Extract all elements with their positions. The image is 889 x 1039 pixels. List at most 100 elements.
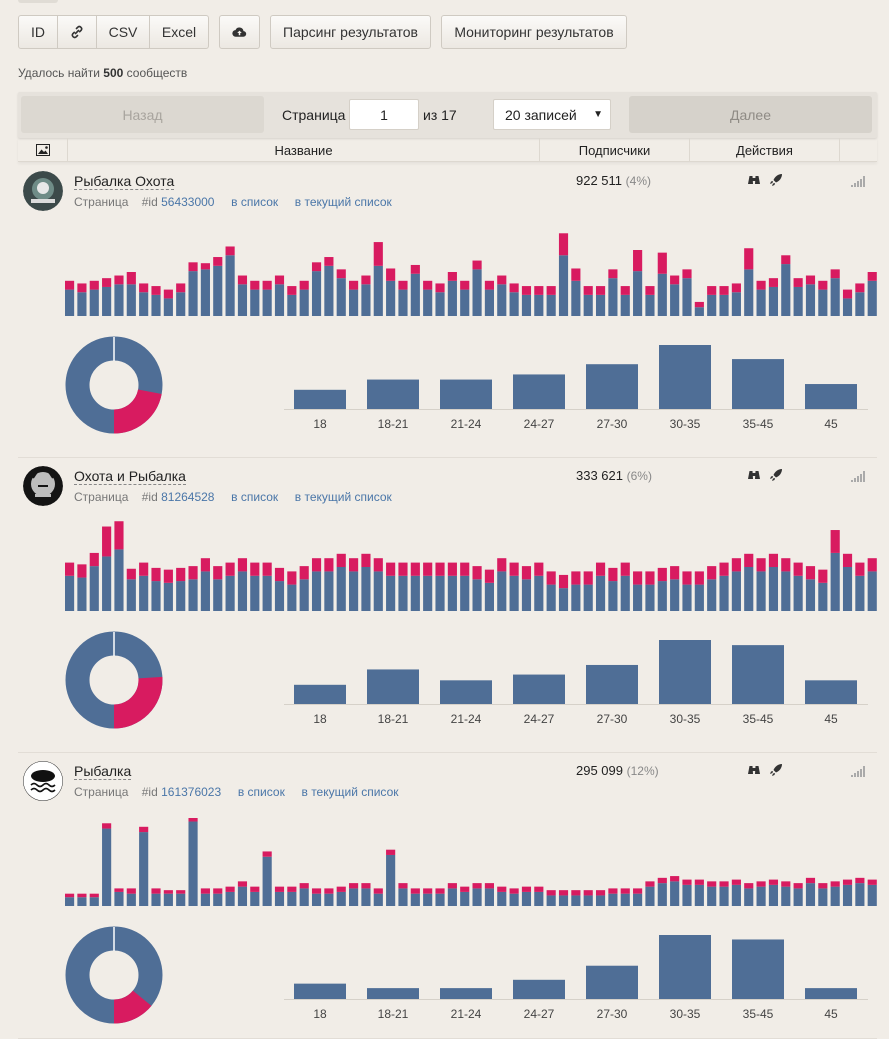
- gender-donut-chart: [64, 925, 164, 1028]
- activity-bar-pink: [361, 275, 371, 285]
- group-id-link[interactable]: 81264528: [161, 490, 215, 504]
- binoculars-icon[interactable]: [747, 468, 761, 482]
- age-tick-label: 21-24: [451, 1007, 482, 1021]
- activity-bar-blue: [645, 294, 655, 316]
- upload-button[interactable]: [219, 15, 260, 49]
- activity-bar-blue: [509, 292, 519, 316]
- group-meta: Страница #id 81264528 в список в текущий…: [74, 490, 392, 504]
- add-to-current-list-link[interactable]: в текущий список: [301, 785, 399, 799]
- group-name-link[interactable]: Охота и Рыбалка: [74, 468, 186, 485]
- activity-bar-pink: [423, 280, 433, 290]
- group-id-link[interactable]: 56433000: [161, 195, 215, 209]
- activity-bar-pink: [423, 888, 433, 894]
- group-id-link[interactable]: 161376023: [161, 785, 222, 799]
- activity-bar-blue: [694, 307, 704, 316]
- activity-bar-pink: [546, 890, 556, 896]
- monitor-results-button[interactable]: Мониторинг результатов: [441, 15, 627, 49]
- group-name-link[interactable]: Рыбалка Охота: [74, 173, 175, 190]
- activity-bar-blue: [114, 549, 124, 611]
- next-button[interactable]: Далее: [629, 96, 872, 133]
- activity-bar-pink: [324, 888, 334, 894]
- activity-bar-blue: [497, 891, 507, 906]
- activity-bar-pink: [546, 571, 556, 585]
- activity-bar-blue: [830, 886, 840, 906]
- rocket-icon[interactable]: [769, 468, 783, 482]
- activity-bar-pink: [768, 553, 779, 567]
- activity-bar-pink: [114, 888, 124, 892]
- stats-icon[interactable]: [851, 765, 865, 777]
- activity-bar-blue: [262, 575, 272, 611]
- binoculars-icon[interactable]: [747, 763, 761, 777]
- export-link-button[interactable]: [57, 15, 97, 49]
- subscribers-count: 295 099 (12%): [576, 763, 659, 778]
- add-to-list-link[interactable]: в список: [231, 490, 279, 504]
- activity-bar-blue: [89, 289, 99, 316]
- add-to-list-link[interactable]: в список: [237, 785, 285, 799]
- donut-female-segment: [65, 631, 163, 729]
- activity-bar-blue: [670, 881, 680, 906]
- activity-bar-blue: [682, 278, 692, 316]
- group-avatar[interactable]: [23, 171, 63, 211]
- activity-bar-blue: [447, 280, 457, 316]
- activity-bar-blue: [287, 891, 297, 906]
- add-to-list-link[interactable]: в список: [231, 195, 279, 209]
- group-name-link[interactable]: Рыбалка: [74, 763, 132, 780]
- add-to-current-list-link[interactable]: в текущий список: [294, 490, 392, 504]
- binoculars-icon[interactable]: [747, 173, 761, 187]
- activity-bar-pink: [583, 890, 593, 896]
- activity-bar-pink: [65, 280, 75, 290]
- activity-bar-blue: [200, 571, 210, 611]
- activity-bar-blue: [731, 571, 741, 611]
- page-number-input[interactable]: 1: [349, 99, 419, 130]
- name-column-header[interactable]: Название: [68, 138, 540, 162]
- group-avatar[interactable]: [23, 466, 63, 506]
- subscribers-column-header[interactable]: Подписчики: [540, 138, 690, 162]
- subscribers-value: 333 621: [576, 468, 623, 483]
- activity-bar-pink: [386, 268, 396, 281]
- activity-bar-pink: [633, 250, 643, 272]
- age-bar: [367, 379, 419, 409]
- activity-bar-pink: [77, 893, 87, 898]
- rocket-icon[interactable]: [769, 173, 783, 187]
- activity-bar-blue: [793, 888, 803, 906]
- activity-bar-blue: [213, 265, 223, 316]
- stats-icon[interactable]: [851, 175, 865, 187]
- activity-bar-pink: [188, 818, 198, 822]
- activity-bar-blue: [521, 579, 532, 611]
- activity-bar-pink: [558, 574, 569, 589]
- parse-results-button[interactable]: Парсинг результатов: [270, 15, 431, 49]
- group-type: Страница: [74, 490, 129, 504]
- gender-donut-chart: [64, 335, 164, 438]
- activity-bar-blue: [497, 284, 507, 316]
- per-page-select[interactable]: 20 записей ▼: [493, 99, 611, 130]
- activity-bar-pink: [126, 888, 136, 894]
- activity-bar-blue: [867, 884, 877, 906]
- activity-bar-pink: [77, 564, 87, 578]
- activity-bar-pink: [818, 280, 828, 290]
- activity-bar-pink: [311, 558, 322, 572]
- stats-icon[interactable]: [851, 470, 865, 482]
- export-csv-button[interactable]: CSV: [96, 15, 150, 49]
- activity-bar-pink: [336, 553, 346, 567]
- activity-bar-pink: [410, 264, 420, 274]
- activity-bar-blue: [176, 893, 186, 906]
- export-id-button[interactable]: ID: [18, 15, 58, 49]
- activity-bar-pink: [151, 286, 161, 295]
- activity-bar-pink: [386, 562, 396, 576]
- activity-bar-blue: [830, 552, 840, 611]
- activity-bar-blue: [558, 255, 569, 316]
- activity-bar-blue: [731, 884, 741, 906]
- back-button[interactable]: Назад: [21, 96, 264, 133]
- activity-bar-pink: [521, 886, 532, 892]
- group-row: Рыбалка Охота Страница #id 56433000 в спи…: [18, 163, 877, 458]
- group-avatar[interactable]: [23, 761, 63, 801]
- activity-bar-blue: [818, 289, 828, 316]
- activity-bar-blue: [583, 294, 593, 316]
- add-to-current-list-link[interactable]: в текущий список: [294, 195, 392, 209]
- activity-bar-pink: [744, 553, 754, 567]
- activity-bar-blue: [509, 575, 519, 611]
- activity-bar-blue: [805, 883, 816, 906]
- export-excel-button[interactable]: Excel: [149, 15, 209, 49]
- rocket-icon[interactable]: [769, 763, 783, 777]
- activity-bar-blue: [744, 888, 754, 906]
